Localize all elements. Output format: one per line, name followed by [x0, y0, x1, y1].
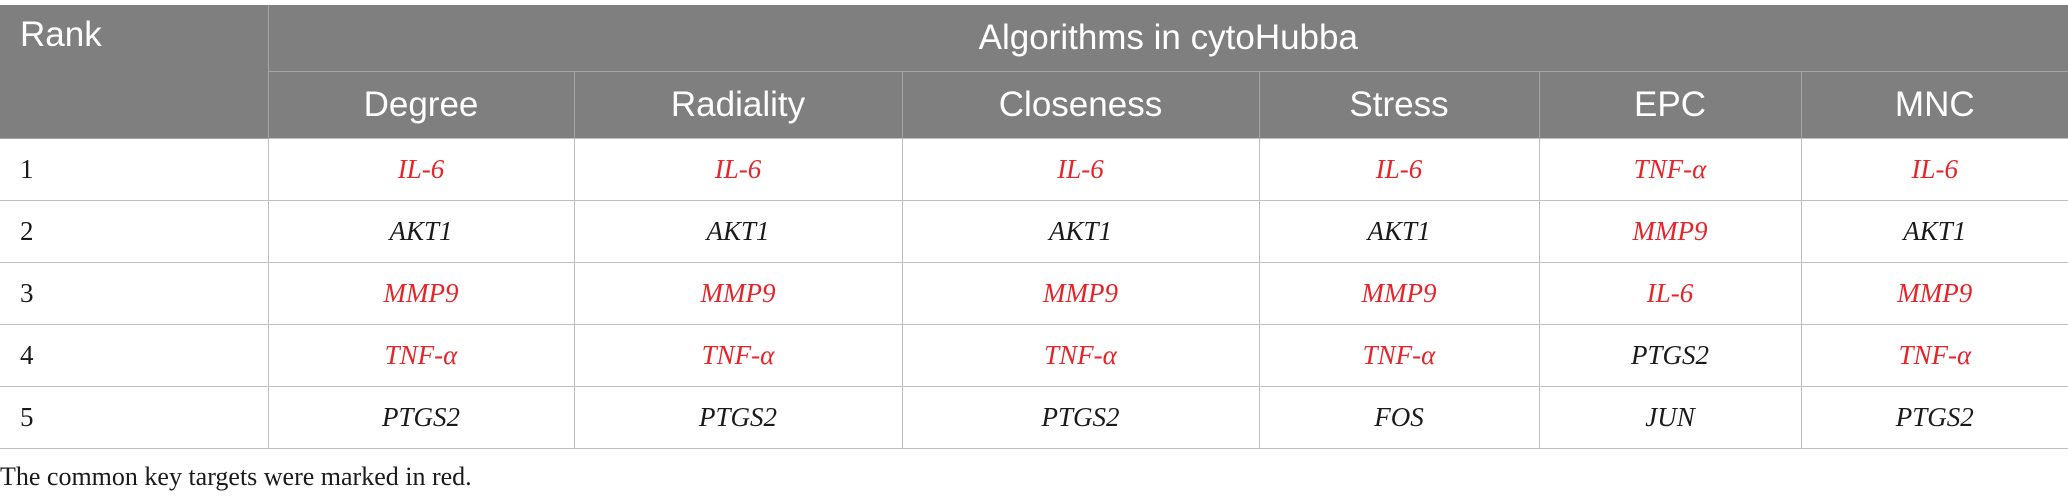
- gene-cell: PTGS2: [901, 386, 1260, 449]
- gene-cell: AKT1: [1258, 200, 1540, 263]
- gene-cell: TNF-α: [1800, 324, 2068, 387]
- rank-cell: 2: [0, 200, 269, 263]
- gene-cell: IL-6: [267, 138, 575, 201]
- gene-cell: JUN: [1538, 386, 1802, 449]
- gene-cell: MMP9: [1538, 200, 1802, 263]
- gene-cell: MMP9: [1800, 262, 2068, 325]
- gene-cell: PTGS2: [573, 386, 903, 449]
- table-row: 5 PTGS2 PTGS2 PTGS2 FOS JUN PTGS2: [0, 386, 2068, 449]
- gene-cell: PTGS2: [1538, 324, 1802, 387]
- gene-cell: IL-6: [573, 138, 903, 201]
- hub-gene-table-container: Rank Algorithms in cytoHubba Degree Radi…: [0, 5, 2068, 449]
- gene-cell: AKT1: [1800, 200, 2068, 263]
- algorithm-header-epc: EPC: [1538, 71, 1802, 139]
- algorithm-header-closeness: Closeness: [901, 71, 1260, 139]
- hub-gene-table: Rank Algorithms in cytoHubba Degree Radi…: [0, 5, 2068, 449]
- rank-cell: 4: [0, 324, 269, 387]
- algorithm-header-mnc: MNC: [1800, 71, 2068, 139]
- table-row: 3 MMP9 MMP9 MMP9 MMP9 IL-6 MMP9: [0, 262, 2068, 325]
- gene-cell: PTGS2: [1800, 386, 2068, 449]
- table-row: 2 AKT1 AKT1 AKT1 AKT1 MMP9 AKT1: [0, 200, 2068, 263]
- algorithm-header-degree: Degree: [267, 71, 575, 139]
- algorithm-header-radiality: Radiality: [573, 71, 903, 139]
- gene-cell: TNF-α: [1258, 324, 1540, 387]
- algorithm-header-stress: Stress: [1258, 71, 1540, 139]
- rank-cell: 5: [0, 386, 269, 449]
- gene-cell: AKT1: [573, 200, 903, 263]
- table-row: 4 TNF-α TNF-α TNF-α TNF-α PTGS2 TNF-α: [0, 324, 2068, 387]
- algorithms-group-header: Algorithms in cytoHubba: [267, 5, 2068, 72]
- gene-cell: IL-6: [901, 138, 1260, 201]
- gene-cell: MMP9: [573, 262, 903, 325]
- gene-cell: TNF-α: [901, 324, 1260, 387]
- gene-cell: AKT1: [267, 200, 575, 263]
- gene-cell: PTGS2: [267, 386, 575, 449]
- table-footnote: The common key targets were marked in re…: [0, 462, 472, 491]
- gene-cell: IL-6: [1800, 138, 2068, 201]
- gene-cell: MMP9: [267, 262, 575, 325]
- gene-cell: IL-6: [1258, 138, 1540, 201]
- rank-column-header: Rank: [0, 5, 269, 139]
- rank-cell: 3: [0, 262, 269, 325]
- gene-cell: IL-6: [1538, 262, 1802, 325]
- gene-cell: MMP9: [1258, 262, 1540, 325]
- table-row: 1 IL-6 IL-6 IL-6 IL-6 TNF-α IL-6: [0, 138, 2068, 201]
- gene-cell: TNF-α: [573, 324, 903, 387]
- table-body: 1 IL-6 IL-6 IL-6 IL-6 TNF-α IL-6 2 AKT1 AKT1 AKT1 A…: [0, 138, 2068, 449]
- gene-cell: TNF-α: [267, 324, 575, 387]
- gene-cell: TNF-α: [1538, 138, 1802, 201]
- gene-cell: AKT1: [901, 200, 1260, 263]
- gene-cell: FOS: [1258, 386, 1540, 449]
- table-header: Rank Algorithms in cytoHubba Degree Radi…: [0, 5, 2068, 139]
- gene-cell: MMP9: [901, 262, 1260, 325]
- rank-cell: 1: [0, 138, 269, 201]
